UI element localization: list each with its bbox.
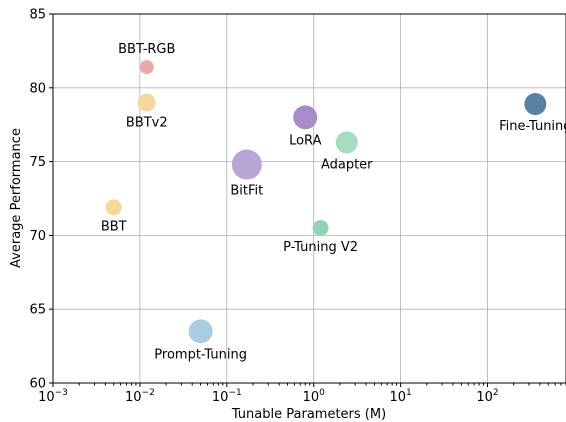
point-label: BitFit bbox=[230, 184, 263, 199]
point-label: LoRA bbox=[289, 133, 321, 148]
data-point bbox=[293, 105, 318, 130]
data-points bbox=[105, 60, 547, 344]
point-label: Fine-Tuning bbox=[499, 119, 566, 134]
y-tick-label: 65 bbox=[29, 303, 46, 318]
point-labels: BBT-RGB BBTv2 BBT Prompt-Tuning BitFit LoRA P-… bbox=[101, 42, 566, 362]
x-tick-label: 10−1 bbox=[212, 388, 242, 405]
y-tick-label: 70 bbox=[29, 229, 46, 244]
data-point bbox=[231, 149, 262, 180]
point-label: BBTv2 bbox=[126, 116, 168, 131]
data-point bbox=[524, 93, 547, 116]
data-point bbox=[312, 220, 329, 237]
data-point bbox=[139, 60, 154, 75]
data-point bbox=[137, 93, 156, 112]
x-tick-label: 102 bbox=[476, 388, 498, 405]
x-tick-label: 100 bbox=[303, 388, 326, 405]
x-tick-label: 10−3 bbox=[38, 388, 68, 405]
grid bbox=[52, 13, 566, 384]
point-label: Adapter bbox=[321, 157, 373, 172]
point-label: BBT-RGB bbox=[118, 42, 175, 57]
data-point bbox=[188, 319, 213, 344]
y-axis-title: Average Performance bbox=[9, 128, 24, 268]
point-label: P-Tuning V2 bbox=[283, 240, 358, 255]
point-label: Prompt-Tuning bbox=[154, 347, 247, 362]
x-tick-label: 101 bbox=[389, 388, 411, 405]
y-tick-label: 75 bbox=[29, 155, 46, 170]
x-tick-label: 10−2 bbox=[125, 388, 155, 405]
data-point bbox=[335, 131, 358, 154]
plot-frame bbox=[52, 13, 566, 384]
point-label: BBT bbox=[101, 219, 127, 234]
data-point bbox=[105, 199, 122, 216]
x-axis-title: Tunable Parameters (M) bbox=[231, 407, 386, 422]
y-tick-label: 80 bbox=[29, 81, 46, 96]
y-tick-label: 85 bbox=[29, 8, 46, 23]
y-tick-label: 60 bbox=[29, 377, 46, 392]
